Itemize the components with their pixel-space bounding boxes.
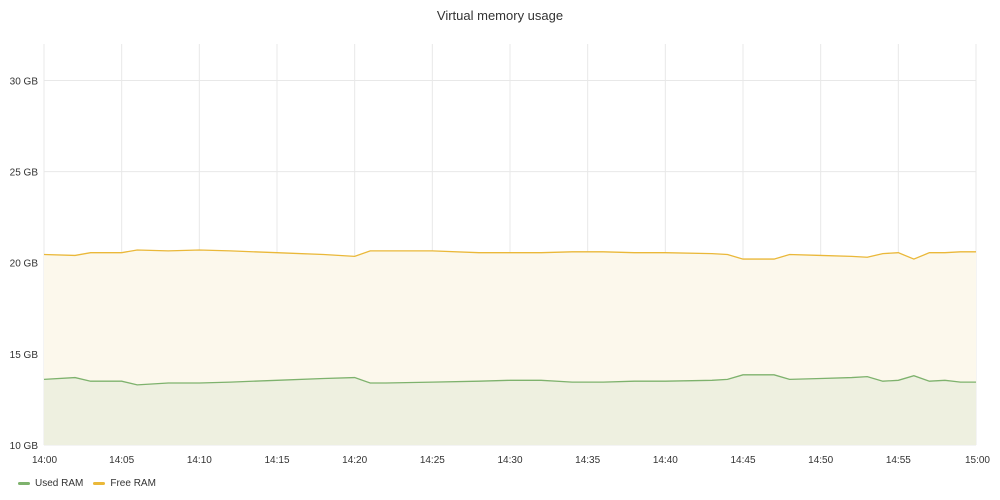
x-tick-label: 14:15	[264, 455, 289, 466]
series-areas	[44, 249, 976, 445]
x-tick-label: 14:40	[653, 455, 678, 466]
area-used-ram	[44, 374, 976, 445]
x-tick-label: 14:50	[808, 455, 833, 466]
legend-swatch	[18, 482, 30, 485]
x-tick-label: 15:00	[965, 455, 990, 466]
y-tick-label: 10 GB	[10, 441, 39, 452]
legend: Used RAM Free RAM	[18, 478, 156, 489]
x-tick-label: 14:55	[886, 455, 911, 466]
y-tick-label: 20 GB	[10, 259, 39, 270]
legend-label: Used RAM	[35, 478, 84, 489]
axis-labels: 14:00 14:05 14:10 14:15 14:20 14:25 14:30 14:35…	[10, 76, 991, 466]
line-used-ram	[43, 374, 976, 386]
x-tick-label: 14:10	[187, 455, 212, 466]
x-tick-label: 14:00	[32, 455, 57, 466]
x-tick-label: 14:20	[342, 455, 367, 466]
x-tick-label: 14:45	[730, 455, 755, 466]
legend-item[interactable]: Free RAM	[93, 478, 156, 489]
x-tick-label: 14:25	[420, 455, 445, 466]
x-tick-label: 14:05	[109, 455, 134, 466]
legend-item[interactable]: Used RAM	[18, 478, 83, 489]
x-tick-label: 14:30	[497, 455, 522, 466]
line-free-ram	[43, 249, 976, 260]
chart-title: Virtual memory usage	[436, 8, 564, 23]
y-tick-label: 25 GB	[10, 168, 39, 179]
y-tick-label: 30 GB	[10, 76, 39, 87]
legend-label: Free RAM	[110, 478, 156, 489]
x-tick-label: 14:35	[575, 455, 600, 466]
y-tick-label: 15 GB	[10, 350, 39, 361]
series-lines	[43, 249, 976, 386]
legend-swatch	[93, 482, 106, 485]
